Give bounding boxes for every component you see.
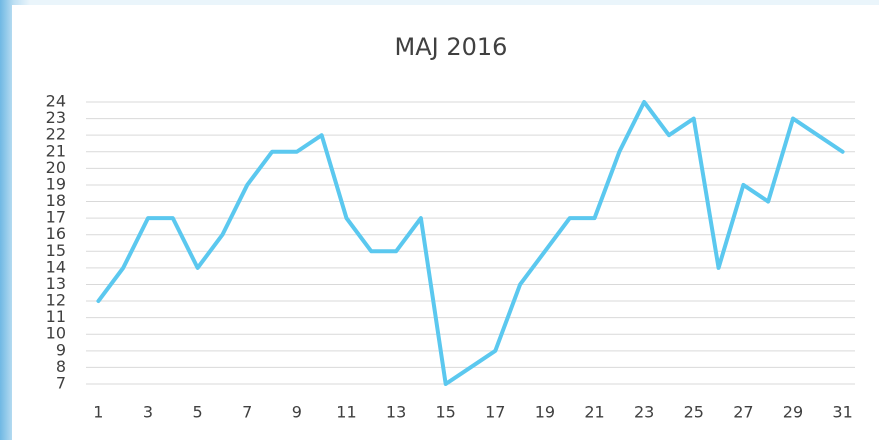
y-tick-label: 20 (46, 158, 66, 177)
x-tick-label: 19 (535, 403, 555, 422)
y-tick-label: 23 (46, 108, 66, 127)
y-tick-label: 24 (46, 92, 66, 111)
line-series (96, 100, 845, 386)
x-tick-label: 11 (336, 403, 356, 422)
chart-title: MAJ 2016 (395, 33, 508, 61)
x-tick-label: 1 (93, 403, 103, 422)
y-tick-label: 11 (46, 307, 66, 326)
x-tick-label: 5 (193, 403, 203, 422)
y-tick-label: 17 (46, 208, 66, 227)
x-tick-label: 9 (292, 403, 302, 422)
x-tick-label: 3 (143, 403, 153, 422)
y-tick-label: 8 (56, 357, 66, 376)
x-tick-label: 13 (386, 403, 406, 422)
x-tick-label: 21 (584, 403, 604, 422)
x-tick-label: 29 (783, 403, 803, 422)
x-tick-label: 31 (832, 403, 852, 422)
x-tick-label: 25 (684, 403, 704, 422)
y-tick-label: 9 (56, 340, 66, 359)
x-tick-label: 23 (634, 403, 654, 422)
y-tick-label: 12 (46, 291, 66, 310)
y-tick-label: 13 (46, 274, 66, 293)
y-tick-label: 16 (46, 224, 66, 243)
y-tick-label: 14 (46, 257, 66, 276)
y-tick-label: 15 (46, 241, 66, 260)
y-tick-label: 10 (46, 324, 66, 343)
y-tick-label: 19 (46, 174, 66, 193)
x-tick-label: 17 (485, 403, 505, 422)
x-tick-label: 27 (733, 403, 753, 422)
y-tick-label: 21 (46, 141, 66, 160)
y-tick-label: 22 (46, 125, 66, 144)
y-tick-label: 18 (46, 191, 66, 210)
x-tick-label: 7 (242, 403, 252, 422)
y-tick-label: 7 (56, 374, 66, 393)
x-tick-label: 15 (436, 403, 456, 422)
